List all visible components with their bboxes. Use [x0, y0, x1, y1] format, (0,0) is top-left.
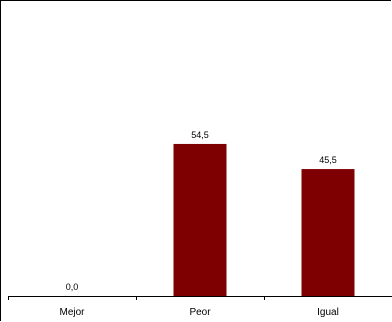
bar-peor	[173, 143, 227, 296]
data-label-mejor: 0,0	[66, 282, 79, 292]
data-label-igual: 45,5	[319, 155, 337, 165]
x-tick-label-igual: Igual	[317, 307, 339, 318]
x-tick-label-mejor: Mejor	[59, 307, 85, 318]
bar-igual	[301, 169, 355, 296]
data-label-peor: 54,5	[191, 130, 209, 140]
x-tick-label-peor: Peor	[189, 307, 211, 318]
